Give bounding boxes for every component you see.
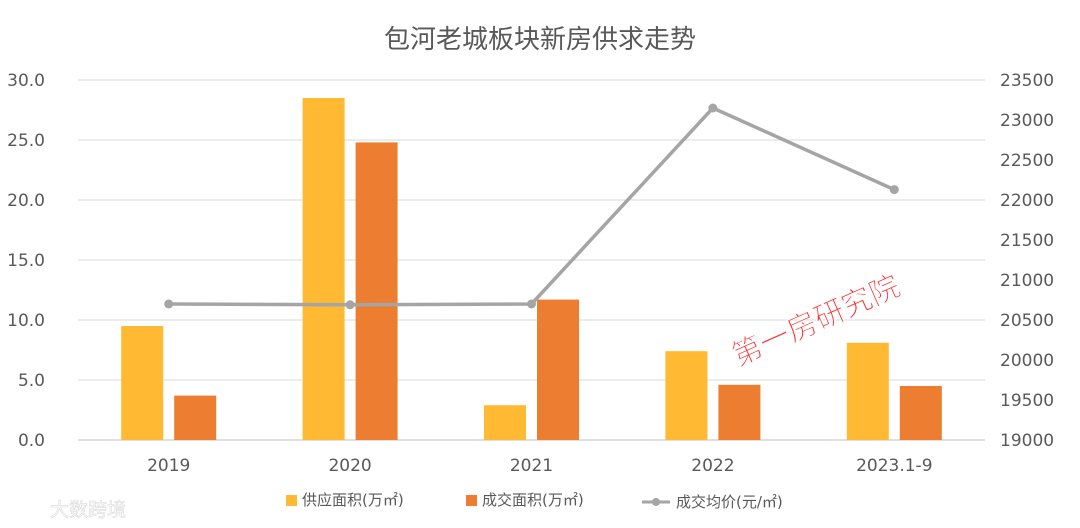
supply-bar: [846, 342, 889, 440]
right-tick-label: 20500: [1000, 311, 1054, 331]
deal-bar: [174, 395, 217, 440]
legend: 供应面积(万㎡) 成交面积(万㎡) 成交均价(元/㎡): [286, 491, 783, 511]
supply-bar: [121, 326, 164, 440]
right-tick-label: 21500: [1000, 231, 1054, 251]
price-line: [168, 106, 896, 307]
supply-bar: [665, 351, 708, 440]
legend-marker: [652, 498, 660, 506]
deal-bar: [899, 386, 942, 440]
right-tick-label: 22500: [1000, 151, 1054, 171]
right-tick-label: 19500: [1000, 391, 1054, 411]
brand-watermark: 大数跨境: [10, 499, 126, 521]
category-label: 2022: [691, 456, 734, 476]
legend-swatch: [466, 495, 477, 506]
bar-series: [121, 98, 942, 440]
left-tick-label: 30.0: [7, 71, 45, 91]
right-axis-ticks: 19000 19500 20000 20500 21000 21500 22000 22500…: [1000, 71, 1054, 451]
category-label: 2020: [328, 456, 371, 476]
chart-title: 包河老城板块新房供求走势: [384, 25, 696, 55]
price-point: [345, 300, 355, 310]
right-tick-label: 20000: [1000, 351, 1054, 371]
deal-bar: [355, 142, 398, 440]
left-axis-ticks: 0.0 5.0 10.0 15.0 20.0 25.0 30.0: [7, 71, 45, 451]
right-tick-label: 22000: [1000, 191, 1054, 211]
legend-label: 成交均价(元/㎡): [676, 493, 783, 511]
category-label: 2023.1-9: [856, 456, 932, 476]
legend-label: 供应面积(万㎡): [302, 491, 404, 509]
deal-bar: [718, 384, 761, 440]
left-tick-label: 20.0: [7, 191, 45, 211]
left-tick-label: 5.0: [18, 371, 45, 391]
deal-bar: [537, 299, 579, 440]
right-tick-label: 21000: [1000, 271, 1054, 291]
price-point: [164, 299, 174, 309]
supply-bar: [302, 98, 345, 440]
legend-swatch: [286, 495, 297, 506]
price-point: [708, 103, 718, 113]
left-tick-label: 25.0: [7, 131, 45, 151]
right-tick-label: 23000: [1000, 111, 1054, 131]
category-label: 2021: [510, 456, 553, 476]
category-labels: 2019 2020 2021 2022 2023.1-9: [147, 456, 932, 476]
price-point: [889, 185, 899, 195]
right-tick-label: 19000: [1000, 431, 1054, 451]
brand-logo-icon: [10, 499, 40, 511]
right-tick-label: 23500: [1000, 71, 1054, 91]
left-tick-label: 10.0: [7, 311, 45, 331]
gridlines: [78, 79, 985, 441]
legend-label: 成交面积(万㎡): [482, 491, 584, 509]
brand-watermark-text: 大数跨境: [50, 499, 126, 521]
price-point: [527, 299, 536, 309]
left-tick-label: 15.0: [7, 251, 45, 271]
line-series: [164, 103, 899, 310]
supply-bar: [484, 405, 526, 440]
category-label: 2019: [147, 456, 190, 476]
left-tick-label: 0.0: [18, 431, 45, 451]
